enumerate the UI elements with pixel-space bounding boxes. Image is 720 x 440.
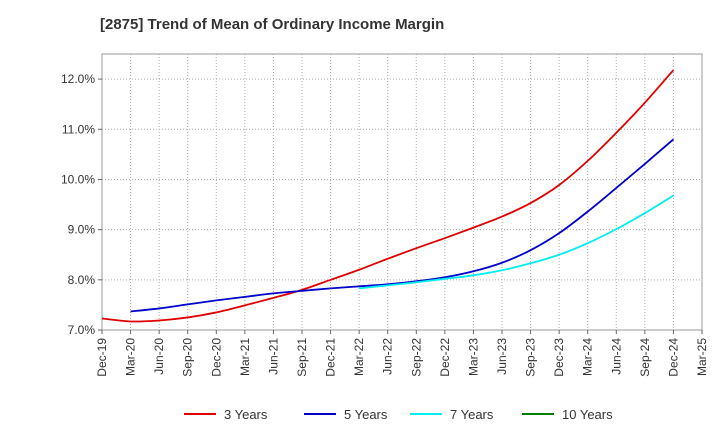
x-tick-label: Mar-22 — [352, 338, 366, 376]
x-tick-label: Mar-20 — [124, 338, 138, 376]
series-line-3-years — [101, 69, 675, 323]
series-lines — [101, 69, 675, 323]
x-tick-label: Jun-20 — [152, 338, 166, 375]
x-tick-label: Mar-23 — [466, 338, 480, 376]
x-tick-label: Dec-20 — [209, 338, 223, 377]
legend: 3 Years 5 Years 7 Years 10 Years — [184, 407, 613, 422]
y-tick-label: 10.0% — [61, 172, 95, 186]
x-tick-label: Jun-22 — [381, 338, 395, 375]
x-tick-label: Mar-25 — [695, 338, 709, 376]
x-tick-label: Mar-24 — [581, 338, 595, 376]
x-tick-label: Dec-24 — [666, 338, 680, 377]
x-tick-label: Jun-24 — [609, 338, 623, 375]
plot-frame — [101, 53, 703, 331]
chart-title: [2875] Trend of Mean of Ordinary Income … — [100, 16, 445, 33]
y-tick-label: 8.0% — [68, 273, 96, 287]
x-tick-label: Sep-20 — [181, 338, 195, 377]
x-tick-label: Dec-22 — [438, 338, 452, 377]
y-tick-label: 7.0% — [68, 323, 96, 337]
x-tick-label: Sep-21 — [295, 338, 309, 377]
series-line-7-years — [359, 194, 674, 290]
legend-label-10-years: 10 Years — [562, 407, 613, 422]
series-line-5-years — [130, 138, 675, 313]
x-tick-label: Sep-24 — [638, 338, 652, 377]
x-axis: Dec-19 Mar-20 Jun-20 Sep-20 Dec-20 Mar-21 Jun-… — [95, 330, 709, 377]
x-tick-label: Jun-23 — [495, 338, 509, 375]
x-tick-label: Sep-22 — [409, 338, 423, 377]
y-tick-label: 12.0% — [61, 72, 95, 86]
x-tick-label: Sep-23 — [524, 338, 538, 377]
legend-label-7-years: 7 Years — [450, 407, 494, 422]
y-tick-label: 9.0% — [68, 223, 96, 237]
x-tick-label: Jun-21 — [266, 338, 280, 375]
grid-lines — [102, 54, 702, 330]
y-tick-label: 11.0% — [62, 122, 95, 136]
y-axis: 7.0% 8.0% 9.0% 10.0% 11.0% 12.0% — [61, 72, 102, 337]
x-tick-label: Dec-23 — [552, 338, 566, 377]
x-tick-label: Mar-21 — [238, 338, 252, 376]
legend-label-3-years: 3 Years — [224, 407, 268, 422]
legend-label-5-years: 5 Years — [344, 407, 388, 422]
x-tick-label: Dec-21 — [324, 338, 338, 377]
x-tick-label: Dec-19 — [95, 338, 109, 377]
